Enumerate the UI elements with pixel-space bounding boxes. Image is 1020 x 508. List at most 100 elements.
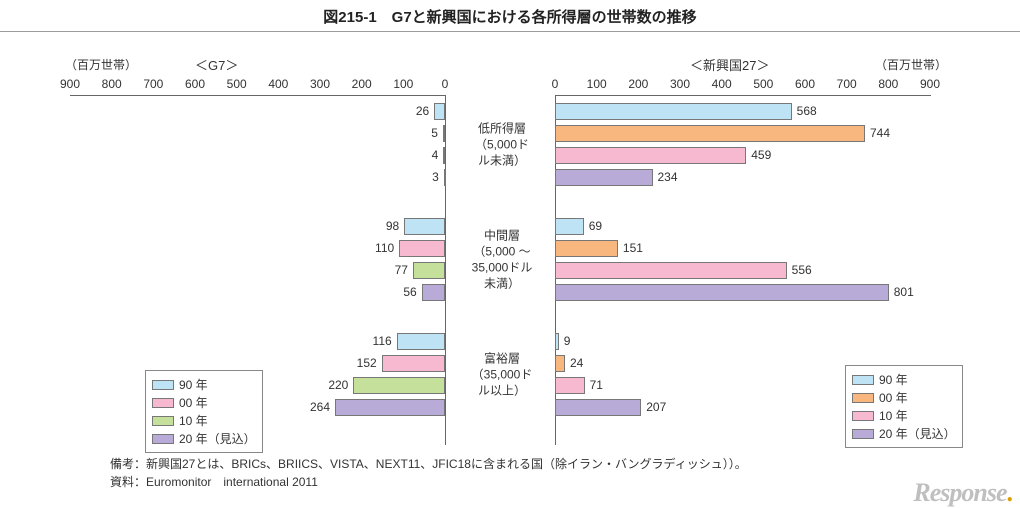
axis-tick: 400 <box>704 77 740 91</box>
legend-label: 90 年 <box>179 376 208 393</box>
legend-label: 20 年（見込） <box>879 425 956 442</box>
axis-tick: 200 <box>344 77 380 91</box>
note-source: 資料：Euromonitor international 2011 <box>110 473 747 491</box>
bar <box>413 262 445 279</box>
legend-swatch <box>852 375 874 385</box>
legend-right: 90 年00 年10 年20 年（見込） <box>845 365 963 448</box>
axis-tick: 700 <box>829 77 865 91</box>
legend-label: 00 年 <box>879 389 908 406</box>
bar-value: 568 <box>797 103 817 120</box>
legend-label: 90 年 <box>879 371 908 388</box>
axis-tick: 900 <box>52 77 88 91</box>
legend-item: 90 年 <box>152 376 256 393</box>
legend-label: 10 年 <box>179 412 208 429</box>
legend-item: 10 年 <box>852 407 956 424</box>
axis-tick: 0 <box>427 77 463 91</box>
bar <box>443 125 445 142</box>
bar <box>382 355 445 372</box>
bar <box>434 103 445 120</box>
axis-tick: 700 <box>135 77 171 91</box>
bar-value: 207 <box>646 399 666 416</box>
axis-tick: 500 <box>745 77 781 91</box>
legend-swatch <box>152 398 174 408</box>
bar <box>443 147 445 164</box>
bar <box>444 169 446 186</box>
category-label: 低所得層（5,000ドル未満） <box>452 120 552 169</box>
bar-value: 220 <box>328 377 348 394</box>
axis-tick: 400 <box>260 77 296 91</box>
bar <box>555 240 618 257</box>
legend-label: 10 年 <box>879 407 908 424</box>
bar-value: 3 <box>432 169 439 186</box>
axis-tick: 800 <box>94 77 130 91</box>
category-label: 富裕層（35,000ドル以上） <box>452 350 552 399</box>
bar <box>335 399 445 416</box>
bar <box>399 240 445 257</box>
bar-value: 9 <box>564 333 571 350</box>
bar <box>422 284 445 301</box>
bar-value: 151 <box>623 240 643 257</box>
axis-tick: 800 <box>870 77 906 91</box>
legend-item: 20 年（見込） <box>852 425 956 442</box>
category-label: 中間層（5,000 ～35,000ドル未満） <box>452 227 552 292</box>
bar-value: 98 <box>386 218 399 235</box>
axis-tick: 300 <box>662 77 698 91</box>
bar <box>555 147 746 164</box>
axis-tick: 300 <box>302 77 338 91</box>
legend-swatch <box>852 429 874 439</box>
bar <box>555 333 559 350</box>
bar-value: 556 <box>792 262 812 279</box>
bar <box>555 218 584 235</box>
bar <box>555 355 565 372</box>
legend-left: 90 年00 年10 年20 年（見込） <box>145 370 263 453</box>
bar <box>555 377 585 394</box>
bar-value: 4 <box>432 147 439 164</box>
bar <box>397 333 445 350</box>
axis-tick: 600 <box>177 77 213 91</box>
bar-value: 152 <box>357 355 377 372</box>
bar-value: 459 <box>751 147 771 164</box>
bar-value: 5 <box>431 125 438 142</box>
bar <box>555 103 792 120</box>
bar <box>555 399 641 416</box>
legend-swatch <box>152 416 174 426</box>
legend-label: 00 年 <box>179 394 208 411</box>
bar <box>555 284 889 301</box>
bar <box>555 262 787 279</box>
bar-value: 24 <box>570 355 583 372</box>
bar <box>404 218 445 235</box>
legend-swatch <box>152 380 174 390</box>
notes: 備考：新興国27とは、BRICs、BRIICS、VISTA、NEXT11、JFI… <box>110 455 747 491</box>
bar <box>555 125 865 142</box>
axis-tick: 0 <box>537 77 573 91</box>
legend-label: 20 年（見込） <box>179 430 256 447</box>
unit-label-left: （百万世帯） <box>65 56 137 73</box>
bar-value: 264 <box>310 399 330 416</box>
axis-tick: 600 <box>787 77 823 91</box>
legend-item: 10 年 <box>152 412 256 429</box>
legend-swatch <box>152 434 174 444</box>
legend-item: 00 年 <box>852 389 956 406</box>
axis-tick: 100 <box>579 77 615 91</box>
bar-value: 744 <box>870 125 890 142</box>
legend-item: 90 年 <box>852 371 956 388</box>
chart-title: 図215-1 G7と新興国における各所得層の世帯数の推移 <box>0 0 1020 32</box>
bar-value: 116 <box>373 333 392 350</box>
note-remark: 備考：新興国27とは、BRICs、BRIICS、VISTA、NEXT11、JFI… <box>110 455 747 473</box>
bar <box>555 169 653 186</box>
axis-tick: 100 <box>385 77 421 91</box>
bar-value: 110 <box>375 240 394 257</box>
legend-swatch <box>852 393 874 403</box>
unit-label-right: （百万世帯） <box>875 56 947 73</box>
bar-value: 77 <box>395 262 408 279</box>
panel-header-left: ＜G7＞ <box>195 55 238 74</box>
bar-value: 56 <box>403 284 416 301</box>
bar-value: 69 <box>589 218 602 235</box>
bar-value: 234 <box>658 169 678 186</box>
bar-value: 801 <box>894 284 914 301</box>
bar-value: 71 <box>590 377 603 394</box>
legend-item: 20 年（見込） <box>152 430 256 447</box>
panel-header-right: ＜新興国27＞ <box>690 55 769 74</box>
axis-tick: 200 <box>620 77 656 91</box>
bar-value: 26 <box>416 103 429 120</box>
